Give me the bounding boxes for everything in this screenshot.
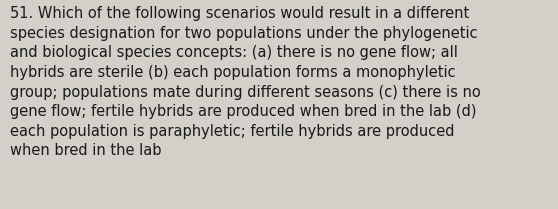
Text: 51. Which of the following scenarios would result in a different
species designa: 51. Which of the following scenarios wou… — [10, 6, 481, 158]
